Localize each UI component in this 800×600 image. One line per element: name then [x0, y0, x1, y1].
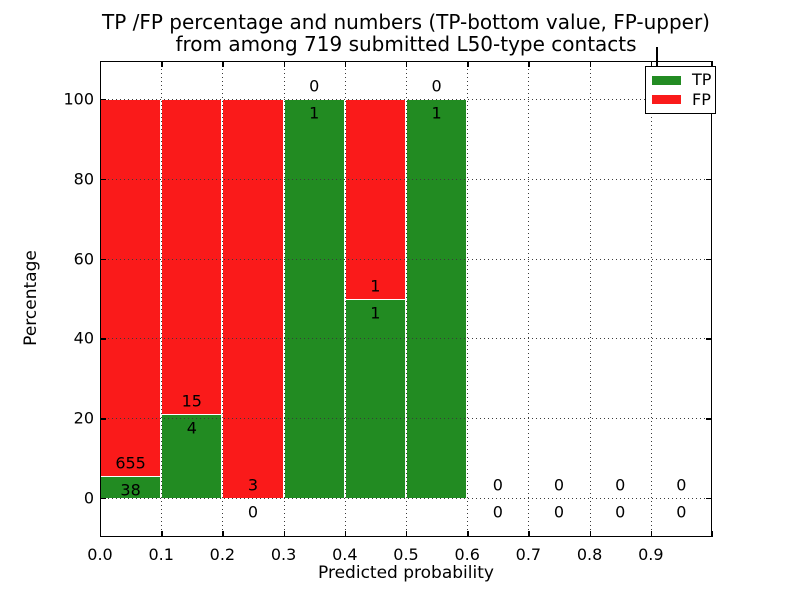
- x-tick-label: 0.4: [332, 545, 358, 564]
- chart-title-line2: from among 719 submitted L50-type contac…: [175, 31, 637, 56]
- legend: TP FP: [645, 66, 716, 114]
- x-tick-label: 0.1: [148, 545, 174, 564]
- chart-title-line1: TP /FP percentage and numbers (TP-bottom…: [102, 10, 710, 34]
- legend-item-fp: FP: [652, 89, 711, 109]
- x-axis-label: Predicted probability: [318, 563, 494, 583]
- y-axis-label: Percentage: [21, 250, 41, 346]
- y-tick-label: 40: [73, 328, 94, 348]
- x-tick-bottom: [712, 531, 714, 537]
- fp-color-swatch: [652, 95, 681, 105]
- y-tick-label: 100: [63, 89, 94, 109]
- legend-item-tp: TP: [652, 70, 712, 90]
- chart-title: TP /FP percentage and numbers (TP-bottom…: [100, 10, 712, 56]
- legend-label-fp: FP: [692, 89, 711, 109]
- y-tick-label: 80: [73, 169, 94, 189]
- tp-color-swatch: [652, 75, 681, 85]
- x-tick-label: 0.7: [515, 545, 542, 564]
- y-tick-label: 20: [73, 408, 94, 428]
- axes-spines: [100, 61, 712, 537]
- legend-label-tp: TP: [692, 70, 712, 90]
- x-tick-label: 0.6: [454, 545, 480, 564]
- x-tick-label: 0.2: [209, 545, 236, 564]
- x-tick-label: 0.0: [87, 545, 113, 564]
- x-tick-label: 0.9: [638, 545, 664, 564]
- x-tick-label: 0.5: [393, 545, 419, 564]
- stray-tick-mark: [656, 47, 658, 67]
- y-tick-label: 0: [83, 488, 94, 508]
- y-tick-label: 60: [73, 249, 94, 269]
- x-tick-label: 0.3: [270, 545, 297, 564]
- x-tick-label: 0.8: [576, 545, 603, 564]
